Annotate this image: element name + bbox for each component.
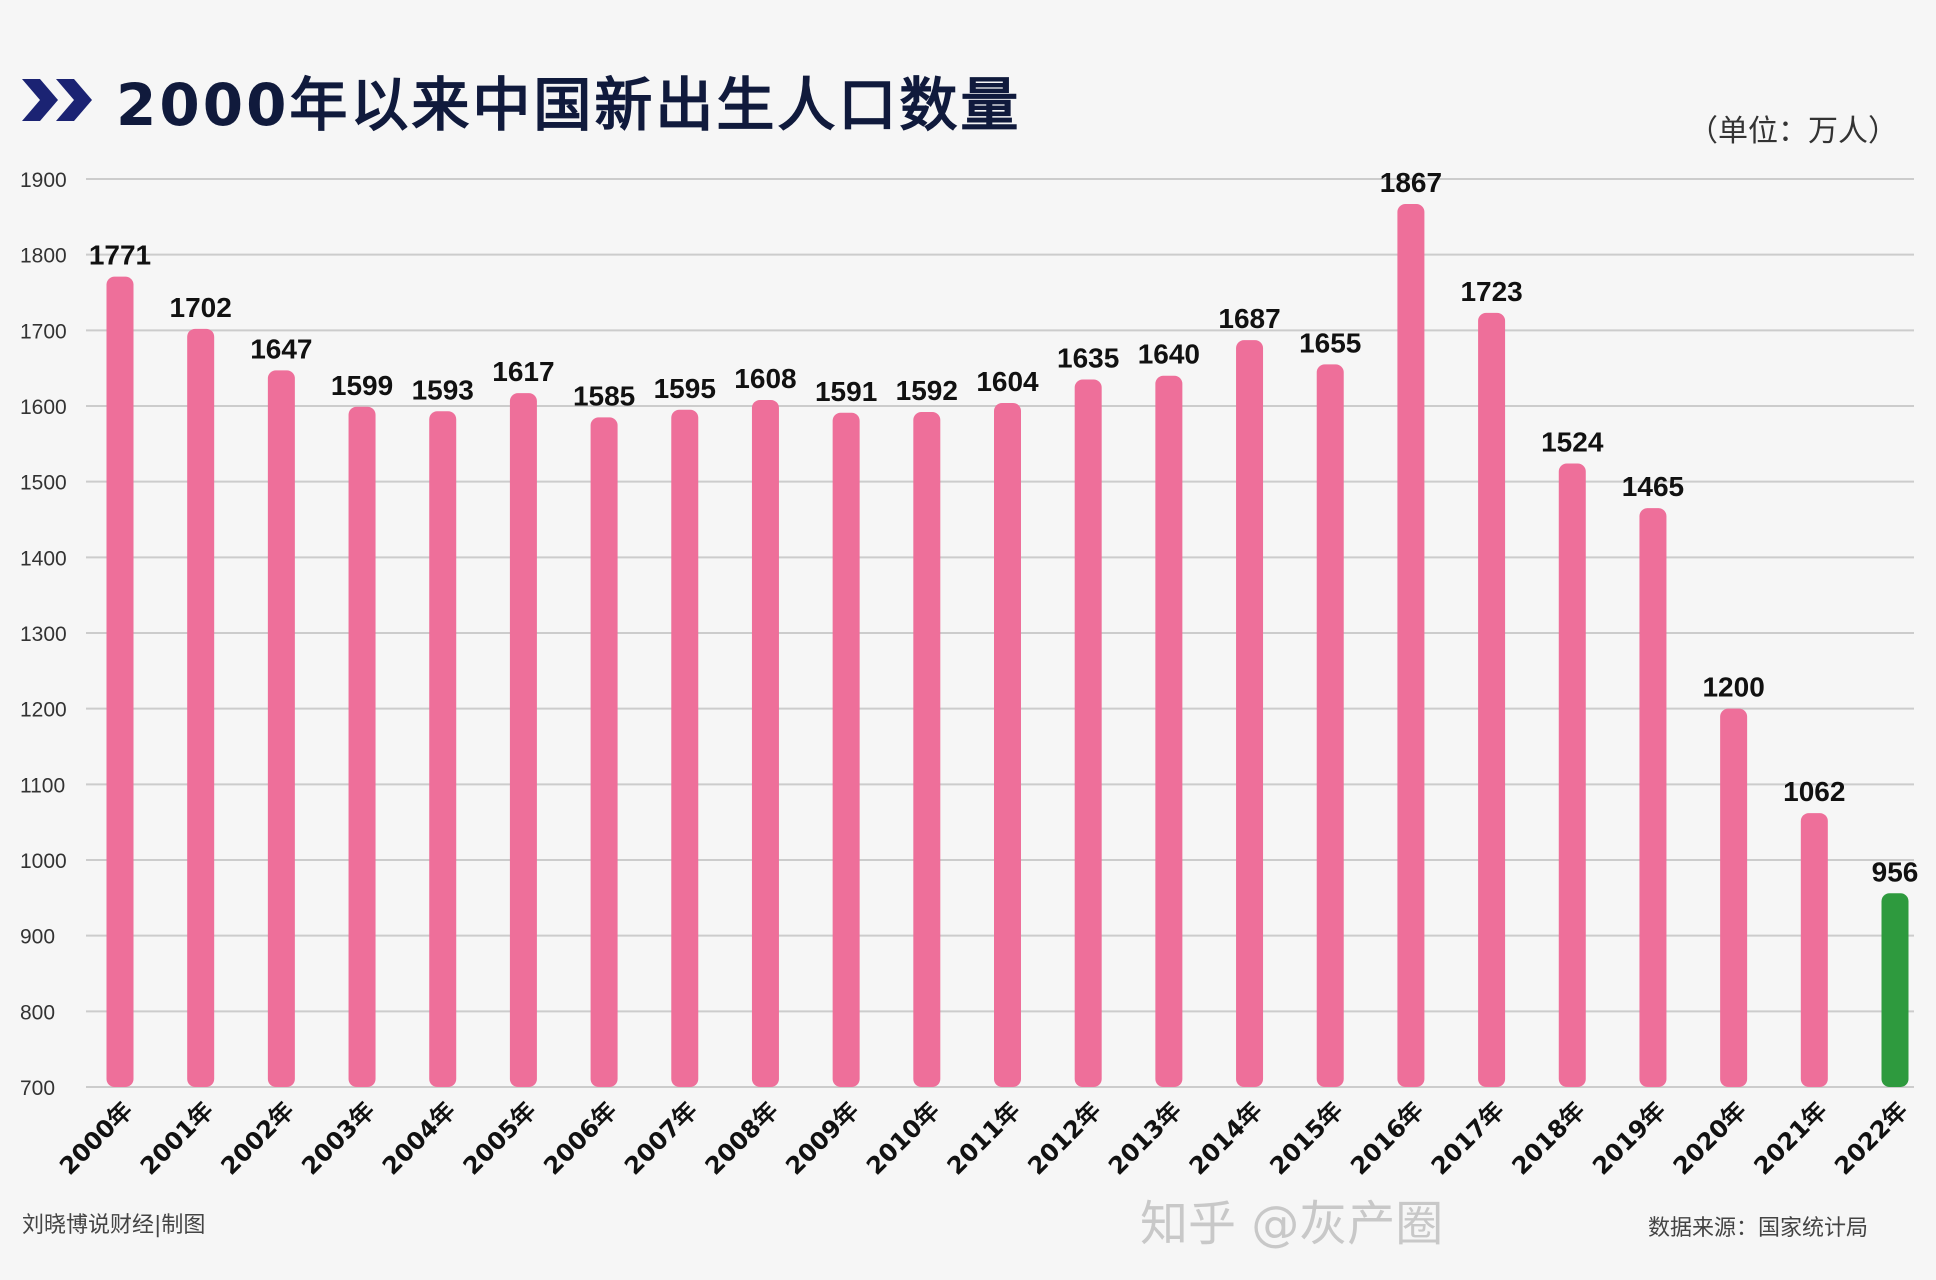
data-label: 1593 [412,374,474,405]
x-tick-label: 2010年 [861,1096,945,1180]
bar [509,393,537,1087]
data-label: 1465 [1622,471,1684,502]
bar [429,411,457,1088]
data-label: 1702 [170,292,232,323]
bar [187,328,215,1087]
y-tick-label: 700 [20,1077,55,1100]
chart-title: 2000年以来中国新出生人口数量 [116,71,1022,139]
y-tick-label: 1200 [20,699,67,722]
x-tick-label: 2021年 [1749,1096,1833,1180]
data-label: 1062 [1783,776,1845,807]
y-tick-label: 900 [20,926,55,949]
bar [832,412,860,1087]
bar [106,276,134,1087]
data-label: 1524 [1541,427,1604,458]
data-label: 1599 [331,370,393,401]
data-label: 1655 [1299,327,1361,358]
title-block: 2000年以来中国新出生人口数量 [22,58,1021,142]
y-tick-label: 1100 [20,774,65,797]
x-tick-label: 2004年 [377,1096,461,1180]
data-label: 1591 [815,376,877,407]
bar [994,402,1021,1087]
x-tick-label: 2003年 [296,1096,380,1180]
data-label: 1604 [976,366,1039,397]
y-tick-label: 1000 [20,850,67,873]
bar [348,406,376,1087]
bar [751,399,779,1087]
bar [1478,312,1506,1087]
y-tick-label: 1900 [20,169,67,192]
data-label: 1608 [734,363,796,394]
data-label: 1617 [492,356,554,387]
x-tick-label: 2008年 [700,1096,784,1180]
x-tick-label: 2018年 [1507,1096,1591,1180]
data-label: 1585 [573,380,635,411]
y-tick-label: 1500 [20,472,67,495]
bar [1720,708,1748,1087]
bar [671,409,699,1087]
x-tick-label: 2013年 [1103,1096,1187,1180]
bar [1155,375,1183,1087]
x-tick-label: 2012年 [1022,1096,1106,1180]
bar [590,417,618,1088]
y-tick-label: 1400 [20,547,67,570]
data-label: 956 [1872,856,1919,887]
y-tick-label: 1700 [20,320,67,343]
data-label: 1771 [89,240,151,271]
x-tick-label: 2017年 [1426,1096,1510,1180]
watermark: 知乎 @灰产圈 [1140,1196,1444,1252]
data-label: 1647 [250,333,312,364]
data-label: 1867 [1380,167,1442,198]
x-tick-label: 2009年 [780,1096,864,1180]
x-tick-label: 2011年 [942,1096,1026,1180]
bar [1316,364,1344,1088]
y-tick-label: 1300 [20,623,67,646]
unit-label: （单位：万人） [1688,114,1898,149]
double-chevron-right-icon [22,79,92,121]
x-tick-label: 2015年 [1264,1096,1348,1180]
bar [267,370,295,1088]
data-label: 1635 [1057,343,1119,374]
x-tick-label: 2016年 [1345,1096,1429,1180]
data-label: 1640 [1138,339,1200,370]
bar [1639,508,1667,1087]
data-label: 1200 [1702,672,1764,703]
x-tick-label: 2005年 [458,1096,542,1180]
data-label: 1723 [1460,276,1522,307]
bar [1397,203,1425,1088]
x-tick-label: 2014年 [1184,1096,1268,1180]
data-label: 1592 [896,375,958,406]
x-tick-label: 2006年 [538,1096,622,1180]
x-tick-label: 2022年 [1829,1096,1913,1180]
y-tick-label: 1600 [20,396,67,419]
bar [1881,893,1909,1087]
x-tick-label: 2001年 [135,1096,219,1180]
x-tick-label: 2002年 [216,1096,300,1180]
y-tick-label: 800 [20,1001,55,1024]
y-tick-label: 1800 [20,245,67,268]
x-tick-label: 2020年 [1668,1096,1752,1180]
x-tick-label: 2019年 [1587,1096,1671,1180]
x-tick-label: 2007年 [619,1096,703,1180]
bar [913,412,941,1087]
source-text: 数据来源：国家统计局 [1648,1216,1869,1241]
data-label: 1595 [654,373,716,404]
bar [1800,813,1828,1087]
bar [1558,463,1586,1087]
bar [1236,340,1264,1087]
data-label: 1687 [1218,303,1280,334]
x-tick-label: 2000年 [54,1096,138,1180]
bar [1074,379,1102,1087]
credit-text: 刘晓博说财经|制图 [22,1213,206,1238]
